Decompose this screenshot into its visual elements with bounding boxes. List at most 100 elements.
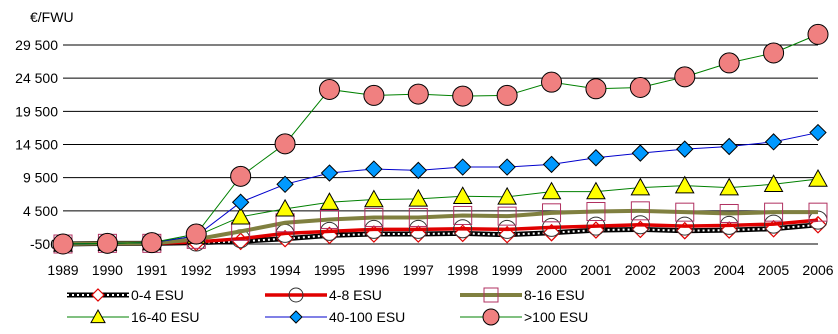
data-point <box>453 219 473 239</box>
data-point <box>542 203 562 223</box>
data-point <box>764 133 783 151</box>
legend-marker <box>91 288 105 302</box>
y-tick-label: 14 500 <box>15 137 58 153</box>
data-point <box>319 209 339 229</box>
x-tick-label: 1998 <box>447 262 478 278</box>
data-point <box>630 215 650 235</box>
x-tick-label: 1989 <box>47 262 78 278</box>
x-tick-label: 1994 <box>269 262 300 278</box>
data-point <box>319 221 339 241</box>
legend-marker <box>482 308 500 326</box>
legend-entry: 8-16 ESU <box>460 287 585 303</box>
legend-entry: 16-40 ESU <box>67 308 199 325</box>
data-point <box>809 123 827 142</box>
data-point <box>719 203 739 223</box>
x-tick-label: 1992 <box>181 262 212 278</box>
data-point <box>496 84 518 106</box>
data-point <box>718 52 740 74</box>
data-point <box>674 66 696 88</box>
data-point <box>719 215 739 235</box>
x-tick-label: 1995 <box>314 262 345 278</box>
x-axis-ticks: 1989 1990 1991 1992 1993 1994 1995 1996 1997 1998… <box>47 262 833 278</box>
x-tick-label: 2001 <box>580 262 611 278</box>
data-point <box>231 193 250 211</box>
data-point <box>407 83 429 105</box>
x-tick-label: 1999 <box>492 262 523 278</box>
y-tick-label: 29 500 <box>15 37 58 53</box>
data-point <box>453 205 473 225</box>
y-tick-label: 24 500 <box>15 70 58 86</box>
x-tick-label: 2005 <box>758 262 789 278</box>
legend-label: 4-8 ESU <box>329 287 382 303</box>
data-point <box>586 181 606 200</box>
data-point <box>276 175 294 194</box>
data-point <box>408 219 428 239</box>
data-point <box>630 177 651 196</box>
x-tick-label: 1990 <box>92 262 123 278</box>
data-point <box>674 175 695 194</box>
data-point <box>586 201 606 221</box>
data-point <box>230 165 252 187</box>
y-tick-label: 9 500 <box>23 170 58 186</box>
series-16-40-esu <box>53 168 828 252</box>
data-point <box>497 219 517 239</box>
data-point <box>807 23 829 45</box>
data-point <box>808 202 828 222</box>
data-point <box>676 140 694 158</box>
data-point <box>230 206 251 225</box>
x-tick-label: 2003 <box>669 262 700 278</box>
legend-entry: 4-8 ESU <box>265 287 382 303</box>
data-point <box>52 233 74 255</box>
legend-marker <box>90 308 106 324</box>
data-point <box>364 207 384 227</box>
data-point <box>498 158 516 176</box>
data-point <box>586 216 606 236</box>
y-tick-label: 4 500 <box>23 203 58 219</box>
data-point <box>542 155 561 174</box>
x-tick-label: 2004 <box>714 262 745 278</box>
y-tick-label: 19 500 <box>15 103 58 119</box>
data-point <box>364 219 384 239</box>
x-tick-label: 1997 <box>403 262 434 278</box>
x-tick-label: 2000 <box>536 262 567 278</box>
data-point <box>408 188 429 207</box>
x-tick-label: 2006 <box>802 262 833 278</box>
data-point <box>453 158 472 176</box>
data-point <box>452 186 473 204</box>
data-point <box>631 144 650 162</box>
series-0-4-esu <box>54 215 827 253</box>
legend-label: 0-4 ESU <box>131 287 184 303</box>
data-point <box>409 161 428 180</box>
data-point <box>274 133 296 155</box>
legend-label: 40-100 ESU <box>329 309 405 325</box>
series-group <box>52 23 829 255</box>
data-point <box>231 232 250 251</box>
data-point <box>363 84 385 106</box>
legend-entry: >100 ESU <box>460 308 588 326</box>
data-point <box>185 223 207 245</box>
data-point <box>364 189 384 208</box>
y-tick-label: -500 <box>30 236 58 252</box>
data-point <box>629 76 651 98</box>
data-point <box>763 42 785 64</box>
legend-marker <box>289 310 303 324</box>
x-tick-label: 1993 <box>225 262 256 278</box>
legend-entry: 0-4 ESU <box>67 287 184 303</box>
data-point <box>320 164 339 182</box>
data-point <box>408 207 428 227</box>
data-point <box>497 186 517 205</box>
data-point <box>275 198 295 217</box>
x-tick-label: 2002 <box>625 262 656 278</box>
data-point <box>542 217 562 237</box>
legend-marker <box>288 287 304 303</box>
data-point <box>719 177 740 196</box>
legend: 0-4 ESU 4-8 ESU 8-16 ESU 16-40 ESU 40-100 ES… <box>67 287 588 326</box>
data-point <box>319 192 340 210</box>
data-point <box>763 174 784 192</box>
data-point <box>720 137 738 156</box>
data-point <box>587 149 605 167</box>
data-point <box>764 202 784 222</box>
data-point <box>497 206 517 226</box>
legend-label: >100 ESU <box>524 309 588 325</box>
data-point <box>764 214 784 234</box>
